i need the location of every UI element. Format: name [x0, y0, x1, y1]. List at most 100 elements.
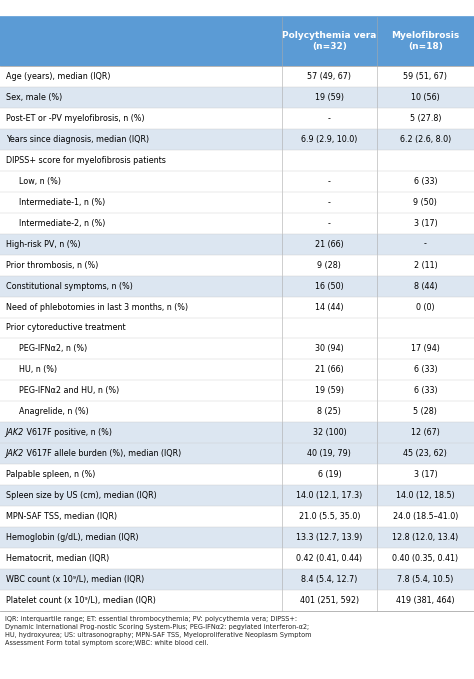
Text: Need of phlebotomies in last 3 months, n (%): Need of phlebotomies in last 3 months, n… [6, 303, 188, 312]
Text: Anagrelide, n (%): Anagrelide, n (%) [19, 407, 89, 416]
Text: 21 (66): 21 (66) [315, 365, 344, 374]
Text: Palpable spleen, n (%): Palpable spleen, n (%) [6, 471, 95, 479]
Text: 6.9 (2.9, 10.0): 6.9 (2.9, 10.0) [301, 134, 357, 144]
Bar [0, 213, 474, 234]
Bar [0, 380, 474, 401]
Text: 419 (381, 464): 419 (381, 464) [396, 596, 455, 605]
Bar [0, 17, 474, 66]
Bar [0, 297, 474, 318]
Text: 40 (19, 79): 40 (19, 79) [308, 449, 351, 458]
Text: High-risk PV, n (%): High-risk PV, n (%) [6, 240, 80, 249]
Text: 14 (44): 14 (44) [315, 303, 344, 312]
Bar [0, 129, 474, 150]
Text: HU, n (%): HU, n (%) [19, 365, 57, 374]
Text: PEG-IFNα2 and HU, n (%): PEG-IFNα2 and HU, n (%) [19, 386, 119, 395]
Text: Prior thrombosis, n (%): Prior thrombosis, n (%) [6, 261, 98, 270]
Text: 9 (50): 9 (50) [413, 198, 438, 206]
Text: 3 (17): 3 (17) [413, 219, 438, 227]
Text: JAK2: JAK2 [6, 428, 24, 437]
Text: 0 (0): 0 (0) [416, 303, 435, 312]
Text: Low, n (%): Low, n (%) [19, 177, 61, 185]
Text: 10 (56): 10 (56) [411, 93, 440, 102]
Text: 7.8 (5.4, 10.5): 7.8 (5.4, 10.5) [397, 575, 454, 584]
Text: 6 (33): 6 (33) [414, 365, 437, 374]
Text: 2 (11): 2 (11) [413, 261, 438, 270]
Text: Years since diagnosis, median (IQR): Years since diagnosis, median (IQR) [6, 134, 149, 144]
Text: 8.4 (5.4, 12.7): 8.4 (5.4, 12.7) [301, 575, 357, 584]
Text: 0.42 (0.41, 0.44): 0.42 (0.41, 0.44) [296, 554, 363, 563]
Text: 6 (33): 6 (33) [414, 386, 437, 395]
Bar [0, 338, 474, 359]
Bar [0, 401, 474, 422]
Text: 401 (251, 592): 401 (251, 592) [300, 596, 359, 605]
Text: IQR: interquartile range; ET: essential thrombocythemia; PV: polycythemia vera; : IQR: interquartile range; ET: essential … [5, 616, 311, 646]
Bar [0, 234, 474, 255]
Text: Intermediate-2, n (%): Intermediate-2, n (%) [19, 219, 105, 227]
Text: PEG-IFNα2, n (%): PEG-IFNα2, n (%) [19, 344, 87, 354]
Text: 19 (59): 19 (59) [315, 386, 344, 395]
Text: 9 (28): 9 (28) [318, 261, 341, 270]
Text: 21 (66): 21 (66) [315, 240, 344, 249]
Bar [0, 422, 474, 443]
Bar [0, 485, 474, 507]
Text: Hemoglobin (g/dL), median (IQR): Hemoglobin (g/dL), median (IQR) [6, 533, 138, 543]
Text: 12 (67): 12 (67) [411, 428, 440, 437]
Text: 17 (94): 17 (94) [411, 344, 440, 354]
Text: JAK2: JAK2 [6, 449, 24, 458]
Text: 45 (23, 62): 45 (23, 62) [403, 449, 447, 458]
Bar [0, 170, 474, 191]
Text: Age (years), median (IQR): Age (years), median (IQR) [6, 72, 110, 81]
Text: -: - [328, 177, 331, 185]
Text: 24.0 (18.5–41.0): 24.0 (18.5–41.0) [393, 512, 458, 521]
Text: Intermediate-1, n (%): Intermediate-1, n (%) [19, 198, 105, 206]
Text: WBC count (x 10⁹/L), median (IQR): WBC count (x 10⁹/L), median (IQR) [6, 575, 144, 584]
Bar [0, 443, 474, 464]
Text: 32 (100): 32 (100) [312, 428, 346, 437]
Text: DIPSS+ score for myelofibrosis patients: DIPSS+ score for myelofibrosis patients [6, 155, 165, 165]
Bar [0, 359, 474, 380]
Bar [0, 191, 474, 213]
Text: Post-ET or -PV myelofibrosis, n (%): Post-ET or -PV myelofibrosis, n (%) [6, 114, 144, 123]
Text: -: - [328, 114, 331, 123]
Bar [0, 255, 474, 276]
Text: 8 (44): 8 (44) [414, 282, 437, 291]
Text: Spleen size by US (cm), median (IQR): Spleen size by US (cm), median (IQR) [6, 492, 156, 500]
Text: 14.0 (12.1, 17.3): 14.0 (12.1, 17.3) [296, 492, 363, 500]
Text: 0.40 (0.35, 0.41): 0.40 (0.35, 0.41) [392, 554, 458, 563]
Text: 5 (28): 5 (28) [413, 407, 438, 416]
Text: 19 (59): 19 (59) [315, 93, 344, 102]
Bar [0, 527, 474, 548]
Bar [0, 318, 474, 338]
Bar [0, 276, 474, 297]
Text: 6.2 (2.6, 8.0): 6.2 (2.6, 8.0) [400, 134, 451, 144]
Text: 57 (49, 67): 57 (49, 67) [308, 72, 351, 81]
Text: Sex, male (%): Sex, male (%) [6, 93, 62, 102]
Text: Hematocrit, median (IQR): Hematocrit, median (IQR) [6, 554, 109, 563]
Text: Myelofibrosis
(n=18): Myelofibrosis (n=18) [392, 31, 459, 52]
Bar [0, 590, 474, 611]
Text: 3 (17): 3 (17) [413, 471, 438, 479]
Text: MPN-SAF TSS, median (IQR): MPN-SAF TSS, median (IQR) [6, 512, 117, 521]
Text: 6 (33): 6 (33) [414, 177, 437, 185]
Text: -: - [424, 240, 427, 249]
Text: 13.3 (12.7, 13.9): 13.3 (12.7, 13.9) [296, 533, 363, 543]
Text: V617F positive, n (%): V617F positive, n (%) [24, 428, 112, 437]
Text: 14.0 (12, 18.5): 14.0 (12, 18.5) [396, 492, 455, 500]
Bar [0, 150, 474, 170]
Text: -: - [328, 198, 331, 206]
Text: Polycythemia vera
(n=32): Polycythemia vera (n=32) [282, 31, 377, 52]
Bar [0, 66, 474, 87]
Text: Platelet count (x 10⁹/L), median (IQR): Platelet count (x 10⁹/L), median (IQR) [6, 596, 155, 605]
Bar [0, 464, 474, 485]
Bar [0, 507, 474, 527]
Bar [0, 87, 474, 108]
Text: 59 (51, 67): 59 (51, 67) [403, 72, 447, 81]
Text: 5 (27.8): 5 (27.8) [410, 114, 441, 123]
Bar [0, 108, 474, 129]
Text: 6 (19): 6 (19) [318, 471, 341, 479]
Text: 16 (50): 16 (50) [315, 282, 344, 291]
Text: -: - [328, 219, 331, 227]
Text: 30 (94): 30 (94) [315, 344, 344, 354]
Bar [0, 548, 474, 569]
Text: Prior cytoreductive treatment: Prior cytoreductive treatment [6, 323, 125, 333]
